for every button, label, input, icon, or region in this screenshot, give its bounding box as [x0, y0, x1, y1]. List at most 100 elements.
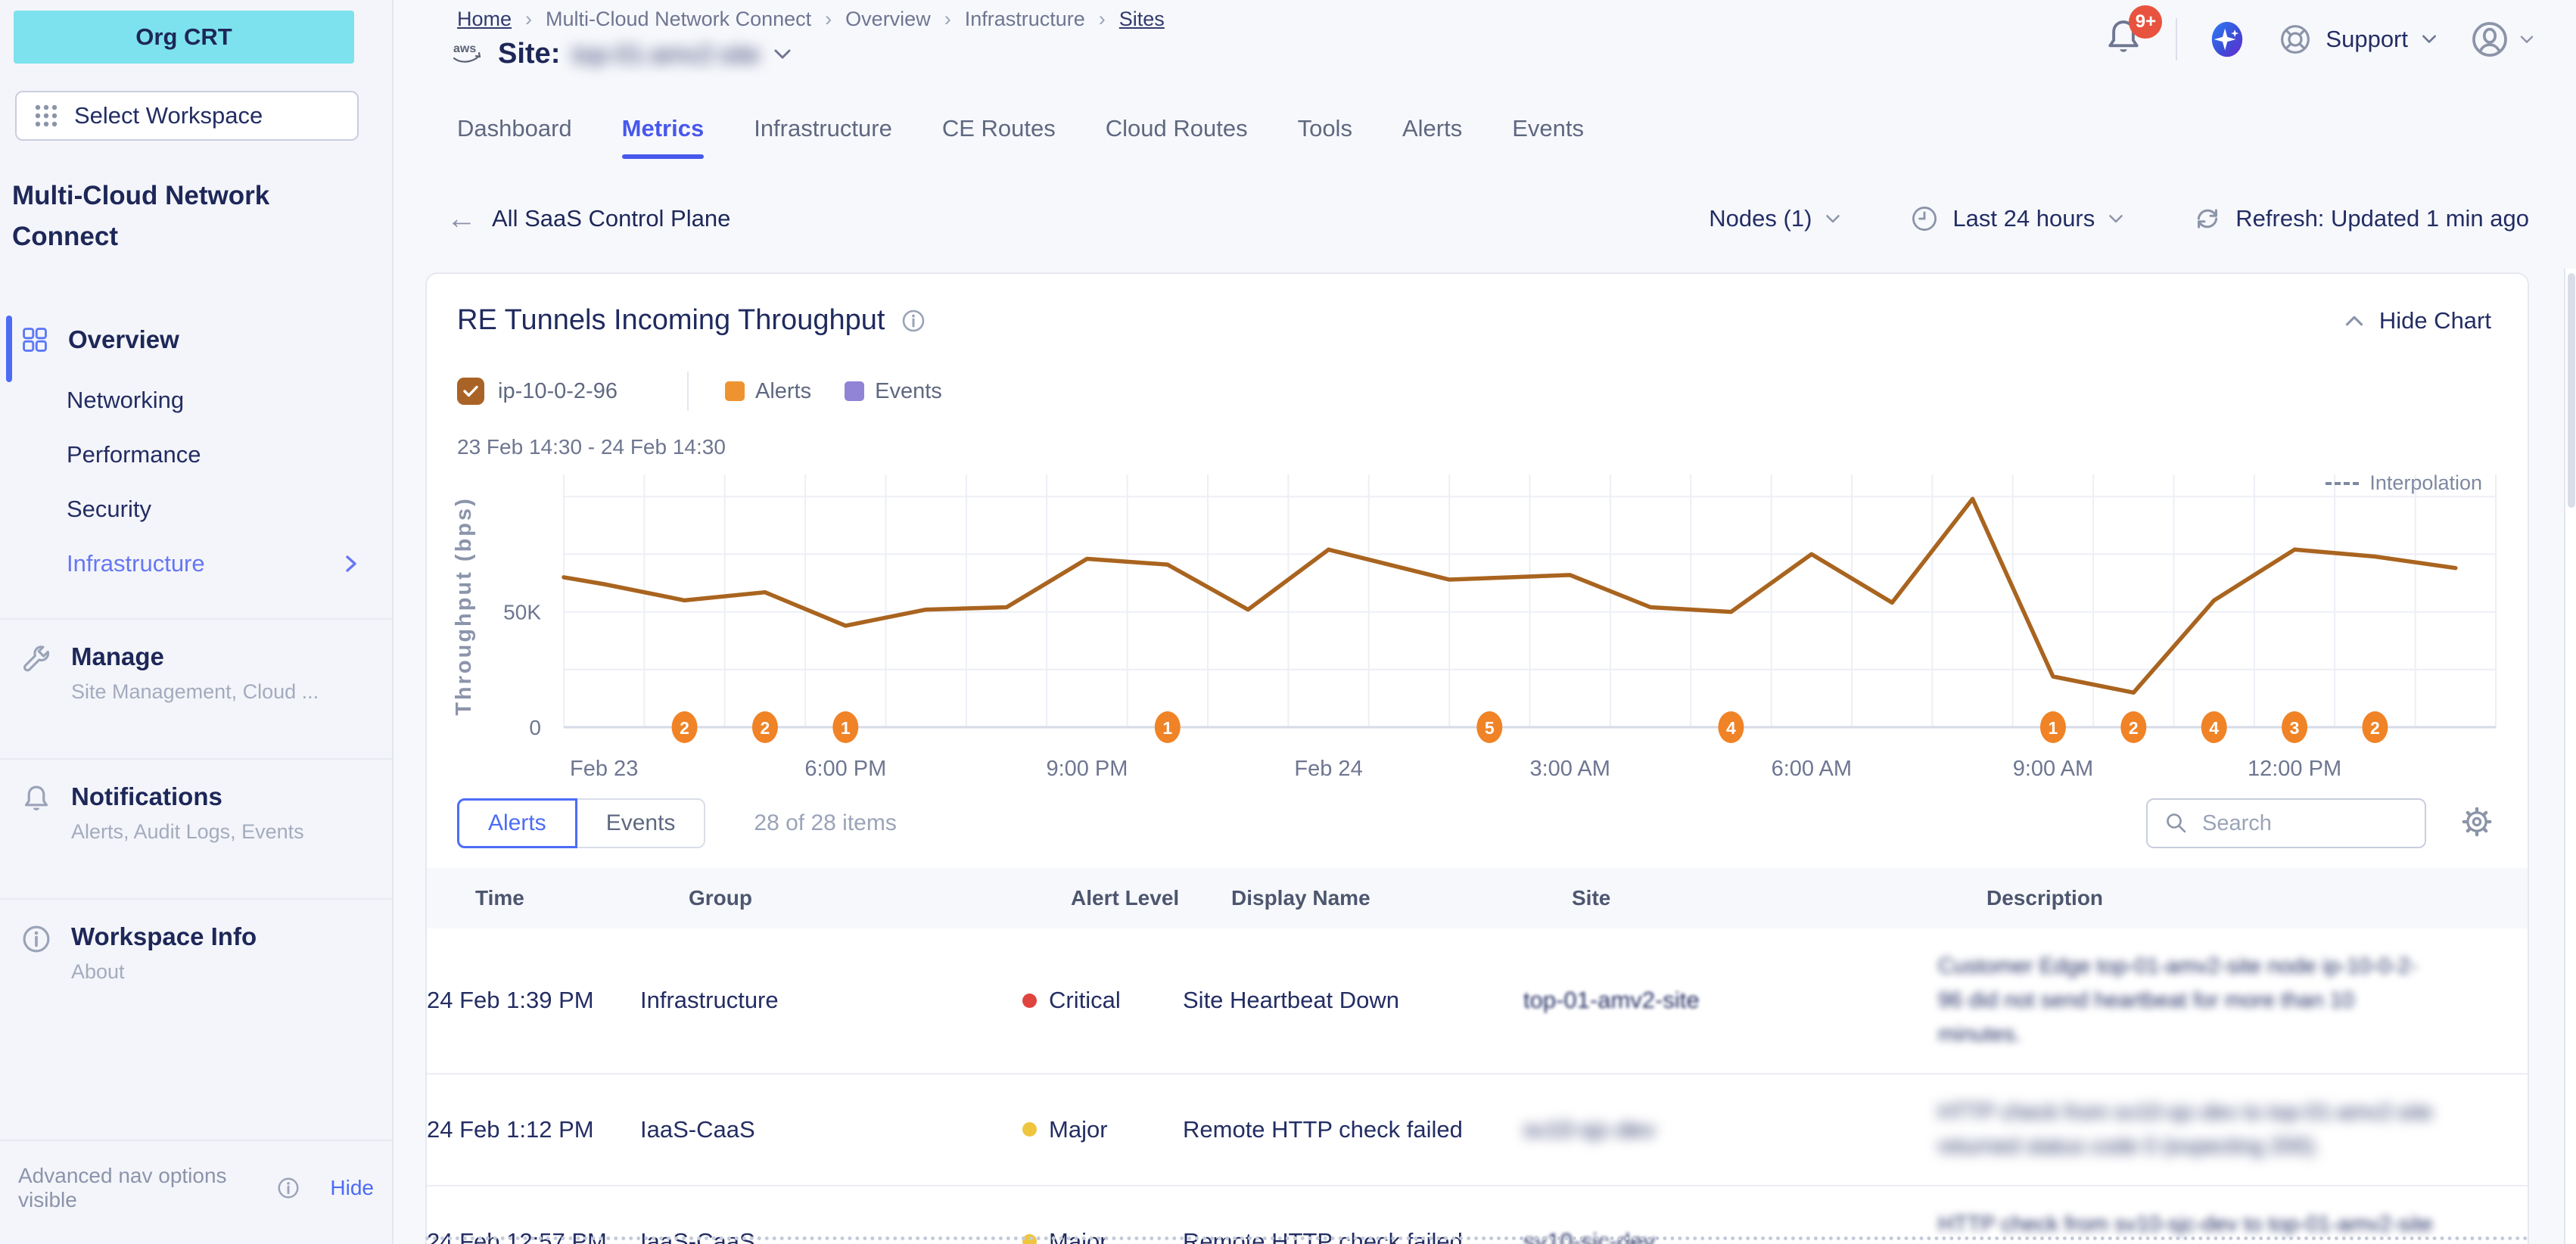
- grid-dots-icon: [33, 103, 59, 129]
- svg-text:Feb 23: Feb 23: [570, 757, 638, 781]
- select-workspace-label: Select Workspace: [74, 102, 263, 129]
- cell-site-redacted: sv10-sjc-dev: [1523, 1116, 1938, 1143]
- tab-dashboard[interactable]: Dashboard: [457, 115, 572, 159]
- section-label: Notifications: [71, 782, 304, 811]
- tab-cloud-routes[interactable]: Cloud Routes: [1106, 115, 1248, 159]
- user-menu[interactable]: [2469, 18, 2535, 61]
- notifications-bell-button[interactable]: 9+: [2102, 16, 2145, 64]
- check-icon: [462, 384, 479, 398]
- svg-text:6:00 PM: 6:00 PM: [804, 757, 886, 781]
- sidebar-item-label: Overview: [68, 325, 179, 354]
- col-site[interactable]: Site: [1572, 886, 1986, 910]
- col-group[interactable]: Group: [689, 886, 1071, 910]
- sidebar-item-security[interactable]: Security: [67, 482, 392, 536]
- refresh-button[interactable]: Refresh: Updated 1 min ago: [2192, 203, 2529, 235]
- lifebuoy-icon: [2277, 21, 2313, 58]
- table-row[interactable]: 24 Feb 12:57 PM IaaS-CaaS Major Remote H…: [427, 1186, 2528, 1244]
- legend-alerts[interactable]: Alerts: [725, 379, 811, 404]
- section-subtitle: Alerts, Audit Logs, Events: [71, 820, 304, 844]
- topbar-right: 9+ Support: [2102, 12, 2535, 67]
- toggle-alerts-button[interactable]: Alerts: [457, 798, 577, 848]
- tab-alerts[interactable]: Alerts: [1402, 115, 1462, 159]
- cell-time: 24 Feb 1:12 PM: [427, 1116, 640, 1143]
- tab-ce-routes[interactable]: CE Routes: [942, 115, 1056, 159]
- section-subtitle: About: [71, 960, 257, 984]
- svg-text:12:00 PM: 12:00 PM: [2248, 757, 2341, 781]
- col-time[interactable]: Time: [475, 886, 689, 910]
- site-name-redacted: top-01-amv2-site: [572, 40, 760, 69]
- series-toggle[interactable]: ip-10-0-2-96: [457, 378, 618, 405]
- support-menu[interactable]: Support: [2277, 21, 2438, 58]
- table-settings-button[interactable]: [2459, 804, 2494, 843]
- sidebar-item-label: Infrastructure: [67, 550, 205, 577]
- svg-text:9:00 PM: 9:00 PM: [1046, 757, 1128, 781]
- critical-dot-icon: [1022, 994, 1037, 1008]
- interpolation-legend: Interpolation: [2326, 471, 2482, 495]
- scrollbar-thumb[interactable]: [2568, 273, 2575, 508]
- toggle-events-button[interactable]: Events: [577, 798, 706, 848]
- table-row[interactable]: 24 Feb 1:12 PM IaaS-CaaS Major Remote HT…: [427, 1075, 2528, 1186]
- metrics-card: RE Tunnels Incoming Throughput Hide Char…: [425, 272, 2529, 1244]
- cell-site-redacted: top-01-amv2-site: [1523, 987, 1938, 1014]
- ai-assistant-icon[interactable]: [2207, 20, 2247, 59]
- aws-icon: aws: [448, 39, 486, 70]
- table-row[interactable]: 24 Feb 1:39 PM Infrastructure Critical S…: [427, 928, 2528, 1075]
- breadcrumb-mcn[interactable]: Multi-Cloud Network Connect: [546, 8, 811, 31]
- info-icon[interactable]: [900, 307, 927, 334]
- advanced-nav-text: Advanced nav options visible: [18, 1164, 263, 1212]
- series-checkbox[interactable]: [457, 378, 484, 405]
- breadcrumb-overview[interactable]: Overview: [845, 8, 931, 31]
- svg-text:aws: aws: [453, 42, 476, 55]
- wrench-icon: [20, 642, 53, 676]
- chevron-right-icon: [344, 552, 359, 575]
- breadcrumb: Home › Multi-Cloud Network Connect › Ove…: [457, 8, 1165, 31]
- tab-tools[interactable]: Tools: [1298, 115, 1352, 159]
- col-alert-level[interactable]: Alert Level: [1071, 886, 1231, 910]
- hide-nav-link[interactable]: Hide: [330, 1176, 374, 1200]
- vertical-scrollbar[interactable]: [2564, 269, 2576, 1244]
- table-toolbar: Alerts Events 28 of 28 items: [427, 788, 2528, 868]
- search-input[interactable]: [2202, 811, 2410, 836]
- horizontal-scrollbar[interactable]: [425, 1236, 2529, 1240]
- back-to-control-plane[interactable]: ← All SaaS Control Plane: [446, 204, 730, 234]
- items-count: 28 of 28 items: [754, 810, 896, 836]
- select-workspace-button[interactable]: Select Workspace: [15, 91, 359, 141]
- sidebar-section-manage[interactable]: Manage Site Management, Cloud ...: [0, 618, 392, 731]
- refresh-icon: [2192, 203, 2223, 235]
- breadcrumb-home[interactable]: Home: [457, 8, 512, 31]
- breadcrumb-separator: ›: [944, 8, 951, 31]
- cell-display-name: Remote HTTP check failed: [1183, 1116, 1523, 1143]
- site-selector[interactable]: aws Site: top-01-amv2-site: [448, 38, 793, 70]
- series-label: ip-10-0-2-96: [498, 379, 618, 404]
- col-description[interactable]: Description: [1986, 886, 2528, 910]
- table-search[interactable]: [2146, 798, 2426, 848]
- sidebar-item-performance[interactable]: Performance: [67, 428, 392, 482]
- throughput-line-chart[interactable]: 050KFeb 236:00 PM9:00 PMFeb 243:00 AM6:0…: [439, 461, 2512, 788]
- tab-events[interactable]: Events: [1512, 115, 1584, 159]
- sidebar-item-infrastructure[interactable]: Infrastructure: [67, 536, 392, 591]
- sidebar-item-label: Performance: [67, 441, 201, 468]
- hide-chart-button[interactable]: Hide Chart: [2343, 307, 2491, 334]
- section-label: Workspace Info: [71, 922, 257, 951]
- breadcrumb-separator: ›: [825, 8, 832, 31]
- breadcrumb-separator: ›: [525, 8, 532, 31]
- col-display-name[interactable]: Display Name: [1231, 886, 1572, 910]
- tab-infrastructure[interactable]: Infrastructure: [754, 115, 892, 159]
- sidebar-item-overview[interactable]: Overview: [20, 314, 392, 365]
- cell-alert-level: Major: [1022, 1116, 1183, 1143]
- breadcrumb-infrastructure[interactable]: Infrastructure: [965, 8, 1085, 31]
- sidebar-item-label: Security: [67, 496, 151, 523]
- nodes-dropdown[interactable]: Nodes (1): [1709, 205, 1842, 232]
- tab-metrics[interactable]: Metrics: [622, 115, 705, 159]
- time-range-dropdown[interactable]: Last 24 hours: [1909, 203, 2125, 235]
- gear-icon: [2459, 804, 2494, 839]
- legend-events[interactable]: Events: [845, 379, 942, 404]
- cell-alert-level: Critical: [1022, 987, 1183, 1014]
- sidebar: Org CRT Select Workspace Multi-Cloud Net…: [0, 0, 394, 1244]
- breadcrumb-sites[interactable]: Sites: [1119, 8, 1165, 31]
- chevron-down-icon[interactable]: [772, 48, 793, 61]
- sidebar-section-workspace-info[interactable]: Workspace Info About: [0, 898, 392, 1011]
- sidebar-item-networking[interactable]: Networking: [67, 373, 392, 428]
- site-label: Site:: [498, 38, 560, 70]
- sidebar-section-notifications[interactable]: Notifications Alerts, Audit Logs, Events: [0, 758, 392, 871]
